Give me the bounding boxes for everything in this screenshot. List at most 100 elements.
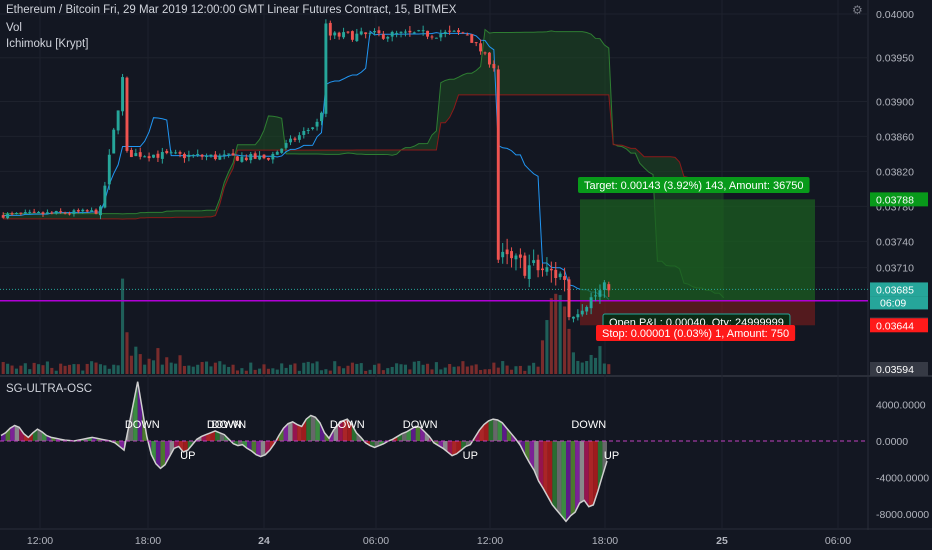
volume-bar [23,363,27,374]
volume-bar [311,363,315,374]
candle-body [355,33,359,42]
oscillator-segment [288,421,293,441]
volume-bar [81,370,85,374]
volume-bar [209,366,213,374]
volume-bar [483,369,487,374]
price-tag [870,318,928,333]
candle-body [505,249,509,255]
volume-bar [218,361,222,374]
oscillator-title[interactable]: SG-ULTRA-OSC [6,383,93,395]
oscillator-segment [10,425,15,441]
candle-body [501,251,505,258]
volume-bar [32,362,36,374]
volume-bar [536,366,540,374]
candle-body [169,152,173,154]
volume-bar [116,365,120,374]
candle-body [337,32,341,37]
oscillator-segment [561,441,566,522]
candle-body [191,154,195,156]
volume-bar [421,364,425,374]
candle-body [147,156,151,159]
oscillator-segment [488,419,494,441]
candle-body [412,32,416,34]
candle-body [23,212,27,214]
volume-bar [178,355,182,374]
oscillator-tick-label: -8000.0000 [876,509,929,521]
candle-body [76,210,80,212]
candle-body [554,269,558,278]
candle-body [514,255,518,260]
volume-bar [386,368,390,374]
candle-body [289,138,292,143]
price-tick-label: 0.03860 [876,131,914,143]
chart-title: Ethereum / Bitcoin Fri, 29 Mar 2019 12:0… [6,4,457,16]
volume-bar [271,368,275,374]
candle-body [54,210,58,214]
volume-bar [381,370,385,374]
oscillator-segment [178,441,184,452]
ichimoku-indicator-label[interactable]: Ichimoku [Krypt] [6,38,89,50]
stop-label[interactable] [596,325,796,341]
oscillator-segment [351,424,357,441]
volume-bar [501,361,505,374]
target-label[interactable] [578,177,810,193]
volume-bar [549,298,553,374]
oscillator-segment [256,441,261,457]
candle-body [249,153,253,161]
candle-body [368,32,372,34]
volume-indicator-label[interactable]: Vol [6,22,22,34]
volume-bar [532,362,536,374]
candle-body [222,154,226,156]
volume-bar [324,369,328,374]
volume-bar [350,362,354,374]
price-tick-label: 0.03740 [876,236,914,248]
candle-body [165,150,169,154]
volume-bar [443,367,447,374]
candle-body [213,154,217,160]
volume-bar [231,364,235,374]
volume-bar [563,306,567,374]
candles [1,19,611,323]
volume-bar [399,364,403,374]
volume-bar [602,363,606,374]
oscillator-segment [310,415,316,441]
oscillator-segment [210,430,216,441]
candle-body [306,129,310,131]
oscillator-segment [483,420,489,441]
candle-body [200,154,204,157]
candle-body [571,316,575,319]
candle-body [262,154,266,159]
oscillator-line [0,381,608,523]
oscillator-segment [342,419,348,441]
candle-body [399,31,403,33]
volume-bar [509,369,514,374]
oscillator-segment [406,429,412,441]
volume-bar [461,361,465,374]
gear-icon[interactable]: ⚙ [852,3,863,17]
time-tick-label: 18:00 [135,535,161,547]
volume-bar [465,366,469,374]
volume-bar [297,370,301,374]
volume-bar [90,361,94,374]
oscillator-segment [411,426,416,441]
target-zone[interactable] [580,199,815,301]
ichimoku-span-a [3,28,725,299]
volume-bar [302,362,306,374]
candle-body [598,290,602,297]
volume-bar [187,365,191,374]
volume-bar [98,364,103,374]
oscillator-tick-label: 4000.0000 [876,400,926,412]
volume-bar [222,364,226,374]
candle-body [209,154,213,157]
candle-body [10,213,14,215]
price-tag-label: 0.03788 [876,194,914,206]
candle-body [218,155,222,160]
candle-body [474,42,478,44]
oscillator-segment [338,420,343,441]
time-tick-label: 18:00 [592,535,618,547]
candle-body [518,254,522,258]
candle-body [240,156,244,162]
volume-bar [121,278,125,374]
candle-body [487,52,491,65]
